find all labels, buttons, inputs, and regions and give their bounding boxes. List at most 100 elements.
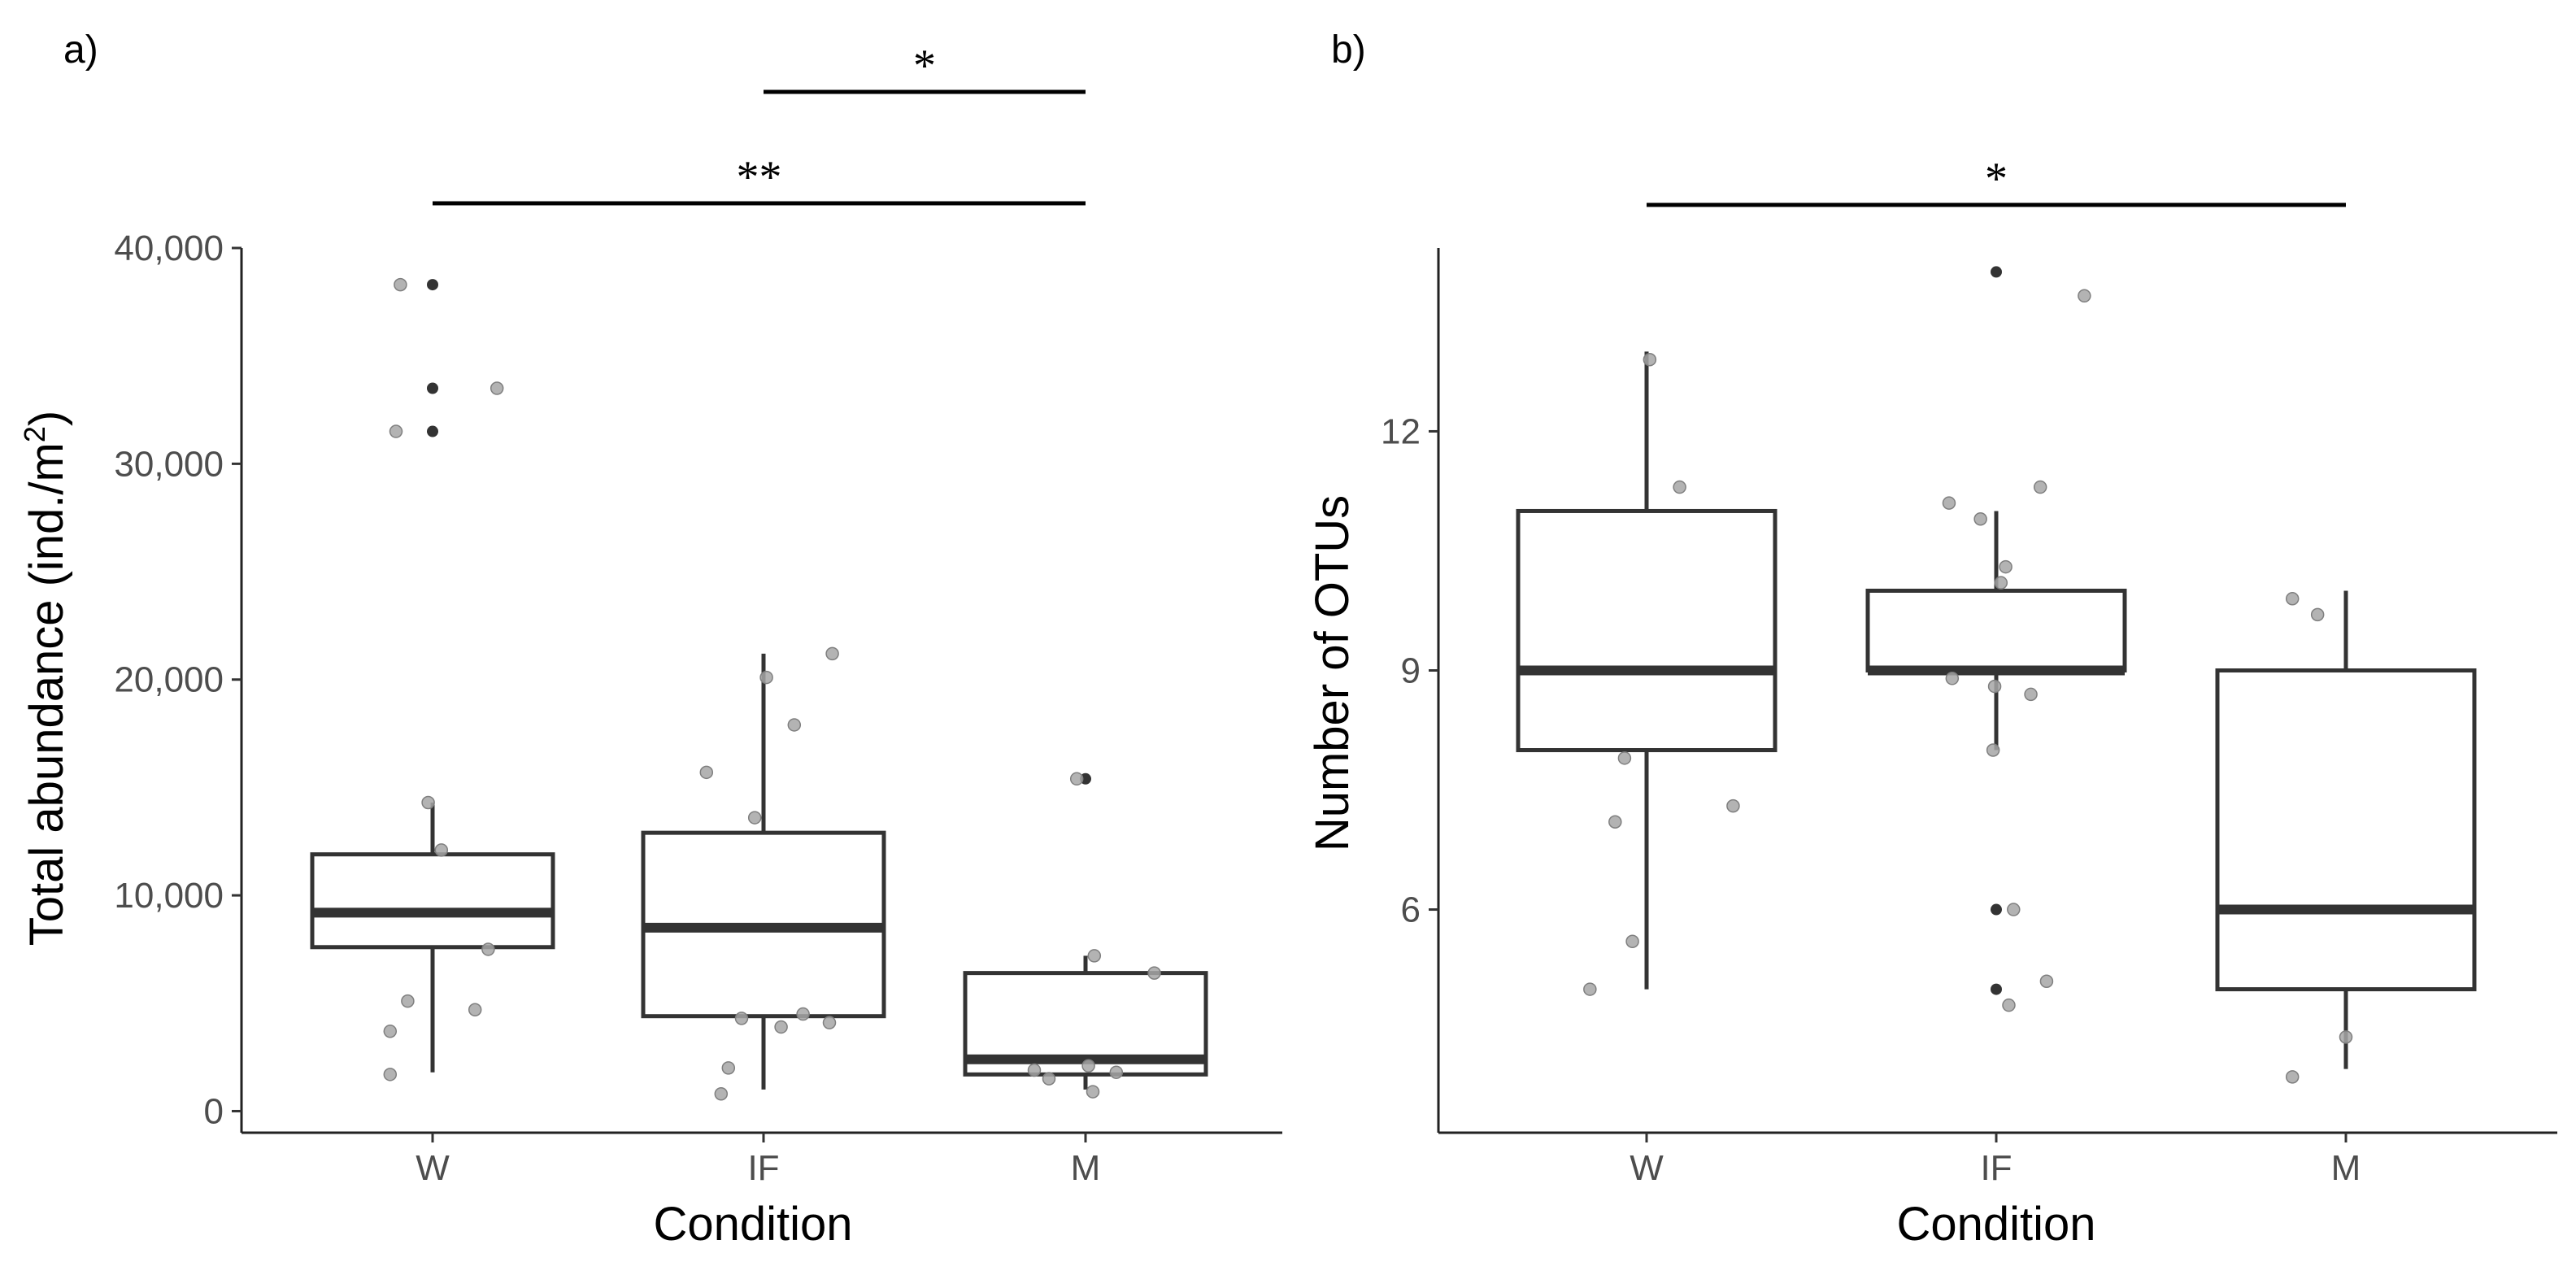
- panel-a-xtick-label: W: [416, 1148, 450, 1188]
- data-point: [825, 646, 839, 661]
- data-point: [2039, 974, 2054, 989]
- data-point: [714, 1086, 729, 1101]
- data-point: [2033, 480, 2047, 494]
- panel-a-box-M: [963, 772, 1208, 1099]
- panel-a-significance: ***: [433, 41, 1086, 206]
- data-point: [796, 1007, 810, 1021]
- box-iqr: [2215, 668, 2477, 992]
- panel-b-y-title: Number of OTUs: [1306, 495, 1359, 851]
- panel-b-box-M: [2215, 590, 2477, 1084]
- panel-a-y-title: Total abundance (ind./m2): [18, 411, 73, 946]
- data-point: [2007, 903, 2021, 916]
- data-point: [1726, 799, 1740, 813]
- data-point: [787, 718, 802, 732]
- data-point: [481, 942, 495, 956]
- panel-b-significance: *: [1647, 154, 2346, 207]
- data-point: [734, 1012, 749, 1025]
- data-point: [2285, 592, 2300, 606]
- data-point: [468, 1003, 482, 1016]
- panel-a-y-title-close: ): [20, 411, 73, 426]
- data-point: [1673, 480, 1686, 494]
- box-iqr: [310, 852, 555, 950]
- panel-b-xtick-label: M: [2331, 1148, 2361, 1188]
- panel-a-x-title: Condition: [653, 1198, 852, 1251]
- panel-b: Condition Number of OTUs 6 9 12 W IF M *: [1306, 154, 2557, 1251]
- panel-a-box-W: [310, 277, 555, 1081]
- data-point: [2339, 1030, 2353, 1044]
- data-point: [1608, 815, 1622, 829]
- data-point: [721, 1061, 736, 1075]
- data-point: [1999, 559, 2012, 574]
- panel-a-xtick-label: IF: [747, 1148, 779, 1188]
- data-point: [1942, 496, 1956, 510]
- panel-a-y-title-sup: 2: [18, 426, 51, 442]
- data-point: [1994, 576, 2008, 590]
- data-point: [1109, 1065, 1124, 1079]
- data-point: [383, 1025, 398, 1038]
- panel-a-y-title-main: Total abundance (ind./m: [20, 442, 73, 946]
- panel-b-ticks: 6 9 12 W IF M: [1381, 411, 2361, 1188]
- significance-label: **: [737, 152, 782, 202]
- panel-a-ytick-label: 30,000: [114, 444, 224, 484]
- outlier-point: [1991, 983, 2002, 995]
- outlier-point: [427, 425, 438, 437]
- data-point: [490, 381, 504, 395]
- panel-b-ytick-label: 12: [1381, 411, 1421, 451]
- data-point: [1986, 743, 2000, 757]
- panel-b-x-title: Condition: [1896, 1198, 2095, 1251]
- data-point: [434, 843, 449, 857]
- panel-b-ytick-label: 9: [1401, 651, 1421, 690]
- data-point: [389, 424, 403, 438]
- panel-b-boxes: [1516, 266, 2477, 1084]
- box-iqr: [1865, 588, 2127, 672]
- data-point: [2285, 1070, 2300, 1084]
- data-point: [1643, 352, 1657, 367]
- outlier-point: [427, 382, 438, 394]
- significance-label: *: [1985, 154, 2008, 204]
- data-point: [2002, 998, 2016, 1012]
- panel-b-ytick-label: 6: [1401, 890, 1421, 930]
- outlier-point: [1991, 903, 2002, 916]
- data-point: [1945, 672, 1960, 685]
- data-point: [2310, 607, 2325, 622]
- data-point: [1087, 949, 1102, 963]
- data-point: [421, 795, 435, 810]
- panel-b-box-IF: [1865, 266, 2127, 1012]
- data-point: [1069, 772, 1084, 786]
- data-point: [699, 765, 714, 780]
- data-point: [1027, 1063, 1042, 1077]
- data-point: [1625, 934, 1639, 949]
- data-point: [774, 1020, 788, 1034]
- data-point: [1081, 1059, 1095, 1073]
- data-point: [1617, 751, 1632, 765]
- data-point: [1973, 512, 1987, 526]
- panel-b-xtick-label: W: [1630, 1148, 1664, 1188]
- panel-a-ytick-label: 10,000: [114, 876, 224, 916]
- data-point: [383, 1068, 398, 1081]
- data-point: [394, 277, 407, 292]
- panel-b-xtick-label: IF: [1980, 1148, 2012, 1188]
- data-point: [747, 811, 762, 825]
- panel-a: Condition Total abundance (ind./m2) 0 10,…: [18, 41, 1282, 1251]
- panel-a-label: a): [63, 28, 98, 72]
- data-point: [1147, 966, 1161, 980]
- panel-b-box-W: [1516, 351, 1778, 996]
- data-point: [822, 1016, 837, 1029]
- data-point: [1042, 1072, 1056, 1086]
- panel-a-box-IF: [641, 646, 886, 1101]
- panel-a-ticks: 0 10,000 20,000 30,000 40,000 W IF M: [114, 228, 1100, 1188]
- data-point: [401, 994, 415, 1008]
- data-point: [2078, 289, 2091, 303]
- outlier-point: [427, 279, 438, 291]
- panel-a-boxes: [310, 277, 1208, 1101]
- panel-b-label: b): [1331, 28, 1366, 72]
- significance-label: *: [913, 41, 936, 91]
- panel-a-ytick-label: 0: [204, 1091, 224, 1131]
- box-iqr: [1516, 508, 1778, 753]
- data-point: [1583, 982, 1597, 996]
- data-point: [2024, 687, 2038, 702]
- panel-a-ytick-label: 20,000: [114, 660, 224, 700]
- outlier-point: [1991, 266, 2002, 278]
- panel-a-xtick-label: M: [1071, 1148, 1101, 1188]
